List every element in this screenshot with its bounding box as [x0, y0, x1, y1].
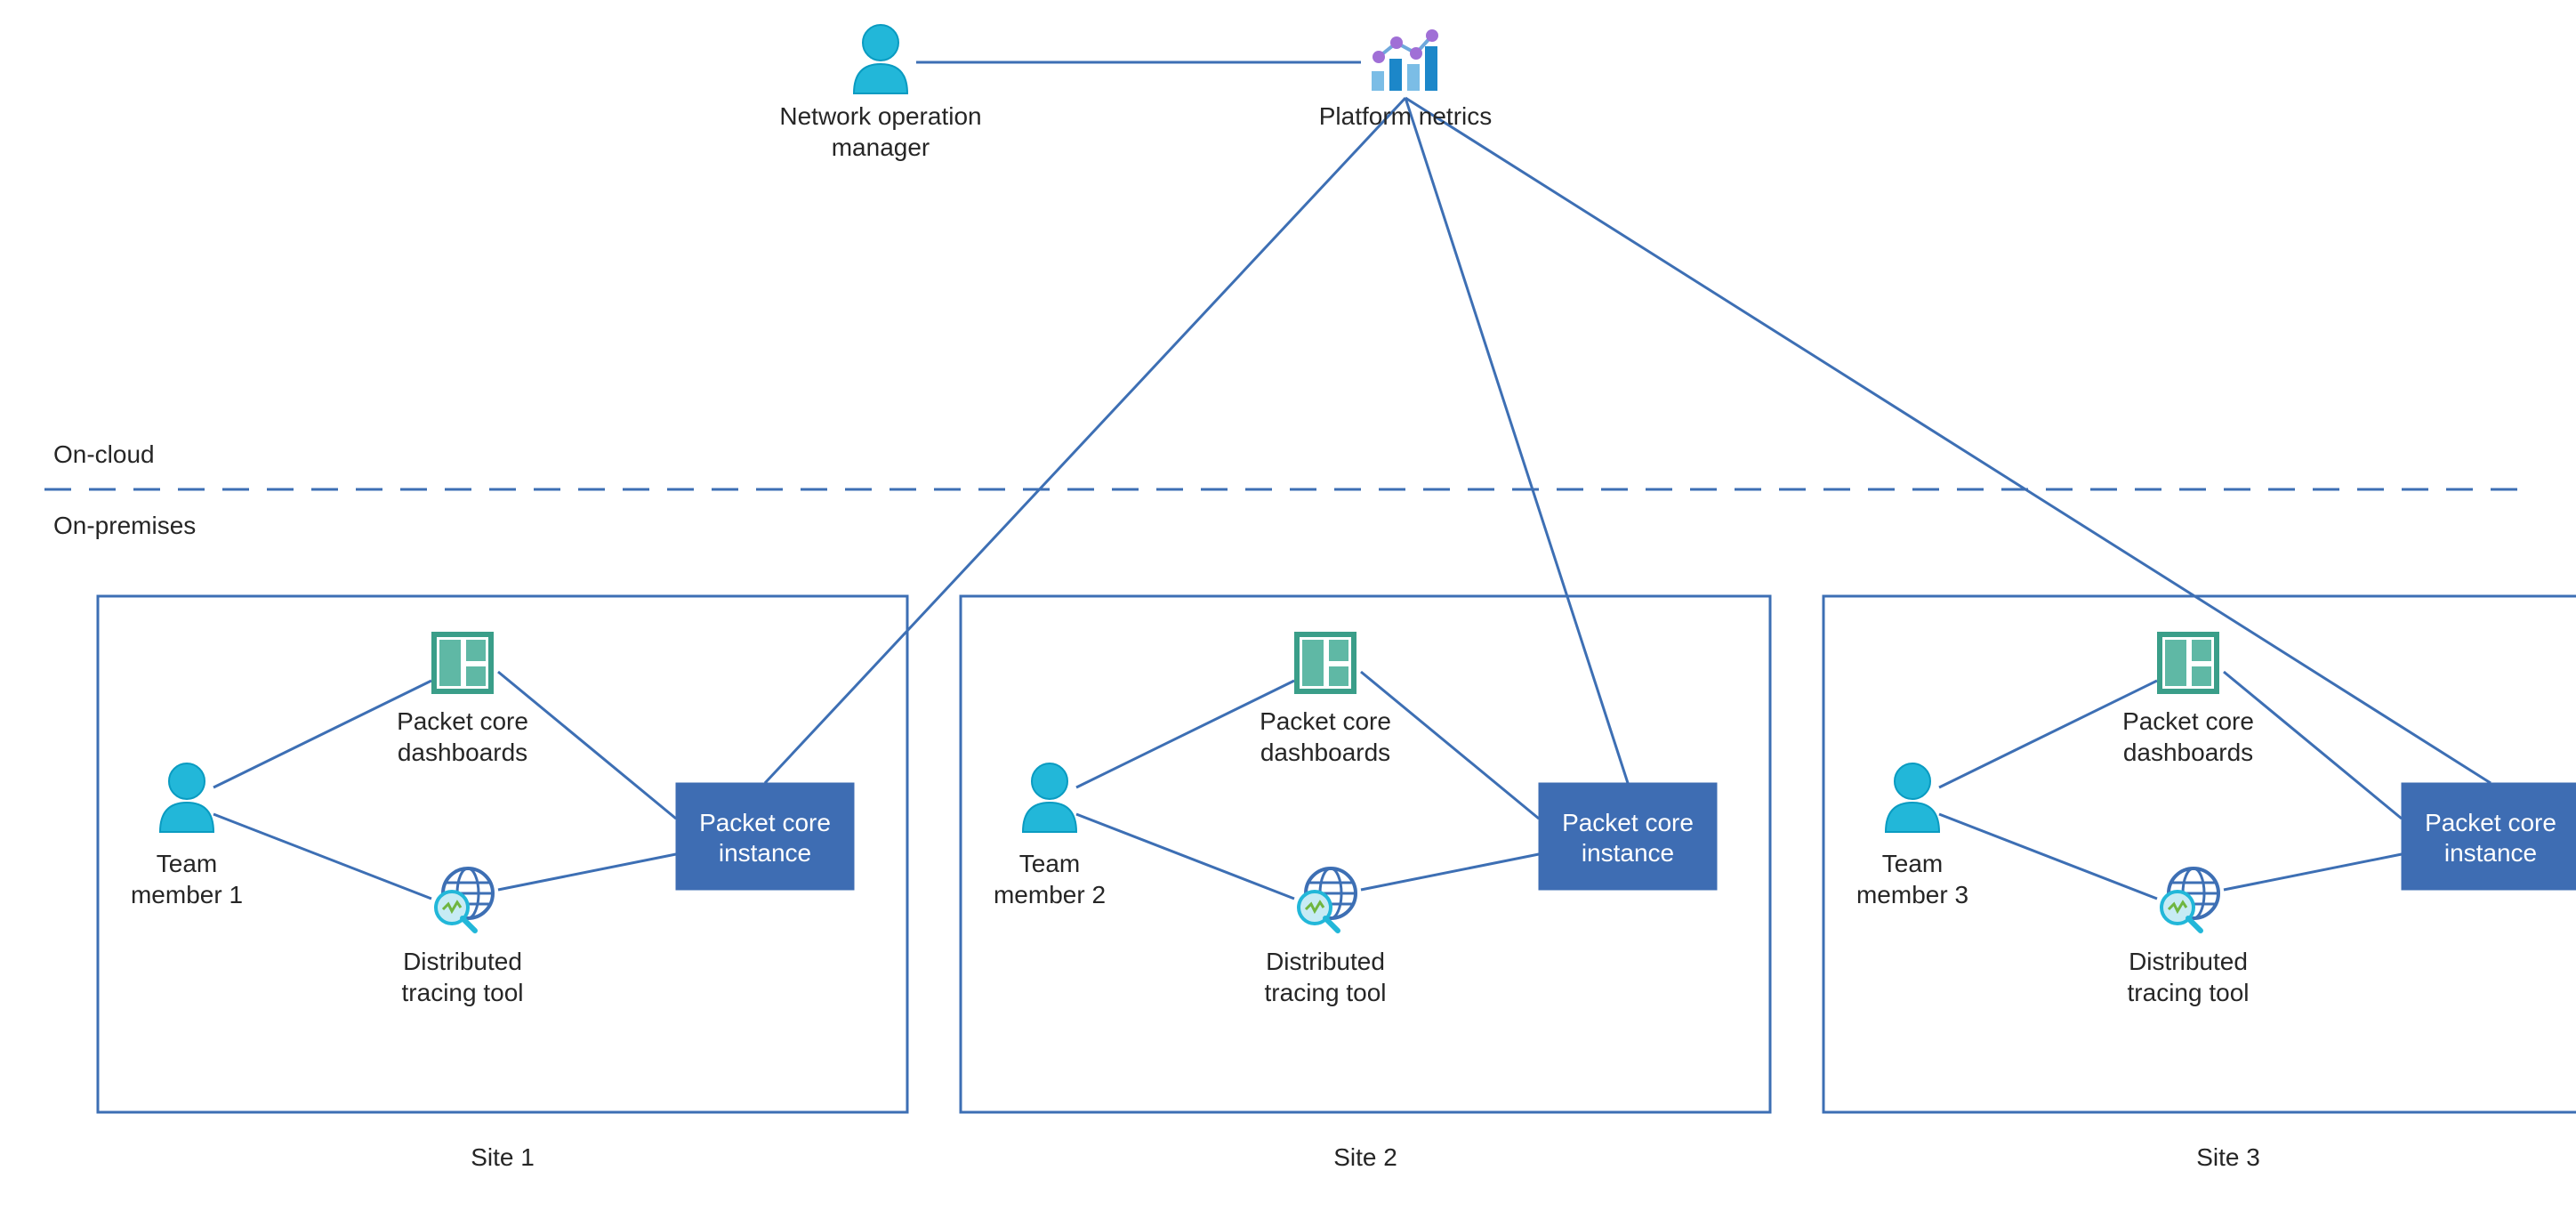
edge-member-tracing	[213, 814, 431, 899]
edge-metrics-core-2	[1405, 98, 1628, 783]
manager-label-2: manager	[832, 133, 930, 161]
tracing-label-2: tracing tool	[1265, 979, 1387, 1006]
site-name-label: Site 3	[2196, 1143, 2260, 1171]
on-premises-label: On-premises	[53, 512, 196, 539]
dashboard-icon	[1297, 634, 1354, 691]
packet-core-instance	[676, 783, 854, 890]
architecture-diagram: On-cloud On-premises Network operation m…	[0, 0, 2576, 1219]
metrics-label: Platform netrics	[1319, 102, 1493, 130]
tracing-label-2: tracing tool	[2128, 979, 2250, 1006]
metrics-icon	[1372, 29, 1438, 91]
member-label-2: member 2	[994, 881, 1106, 908]
packet-core-label-2: instance	[1582, 839, 1674, 867]
dashboard-icon	[434, 634, 491, 691]
dashboards-label-1: Packet core	[2122, 707, 2254, 735]
member-label-2: member 1	[131, 881, 243, 908]
on-cloud-label: On-cloud	[53, 440, 155, 468]
dashboards-label-2: dashboards	[1260, 739, 1390, 766]
dashboards-label-1: Packet core	[1260, 707, 1391, 735]
tracing-label-1: Distributed	[2129, 948, 2248, 975]
platform-metrics: Platform netrics	[1319, 29, 1493, 130]
site-1: Site 1 Packet core instance Team member 1 Pac…	[98, 596, 907, 1171]
site-name-label: Site 1	[471, 1143, 535, 1171]
tracing-icon	[436, 868, 493, 931]
network-operation-manager: Network operation manager	[779, 25, 981, 161]
packet-core-label-1: Packet core	[2425, 809, 2556, 836]
tracing-icon	[1299, 868, 1356, 931]
tracing-icon	[2161, 868, 2218, 931]
edge-tracing-core	[1361, 854, 1539, 890]
member-label-1: Team	[1882, 850, 1943, 877]
site-name-label: Site 2	[1333, 1143, 1397, 1171]
member-label-2: member 3	[1856, 881, 1968, 908]
sites-group: Site 1 Packet core instance Team member 1 Pac…	[98, 596, 2576, 1171]
packet-core-instance	[2402, 783, 2576, 890]
edge-member-tracing	[1076, 814, 1294, 899]
person-icon	[1886, 763, 1939, 832]
dashboards-label-2: dashboards	[2123, 739, 2253, 766]
site-3: Site 3 Packet core instance Team member 3 Pac…	[1823, 596, 2576, 1171]
person-icon	[854, 25, 907, 93]
edge-tracing-core	[2224, 854, 2402, 890]
packet-core-label-1: Packet core	[1562, 809, 1694, 836]
packet-core-instance	[1539, 783, 1717, 890]
packet-core-label-1: Packet core	[699, 809, 831, 836]
site-2: Site 2 Packet core instance Team member 2 Pac…	[961, 596, 1770, 1171]
edge-metrics-core-3	[1405, 98, 2491, 783]
dashboards-label-1: Packet core	[397, 707, 528, 735]
tracing-label-1: Distributed	[1266, 948, 1385, 975]
edge-member-tracing	[1939, 814, 2157, 899]
packet-core-label-2: instance	[719, 839, 811, 867]
person-icon	[1023, 763, 1076, 832]
manager-label-1: Network operation	[779, 102, 981, 130]
dashboards-label-2: dashboards	[398, 739, 527, 766]
member-label-1: Team	[1019, 850, 1080, 877]
tracing-label-1: Distributed	[403, 948, 522, 975]
member-label-1: Team	[157, 850, 217, 877]
dashboard-icon	[2160, 634, 2217, 691]
person-icon	[160, 763, 213, 832]
edges-metrics-to-cores	[765, 98, 2491, 783]
tracing-label-2: tracing tool	[402, 979, 524, 1006]
edge-tracing-core	[498, 854, 676, 890]
packet-core-label-2: instance	[2444, 839, 2537, 867]
